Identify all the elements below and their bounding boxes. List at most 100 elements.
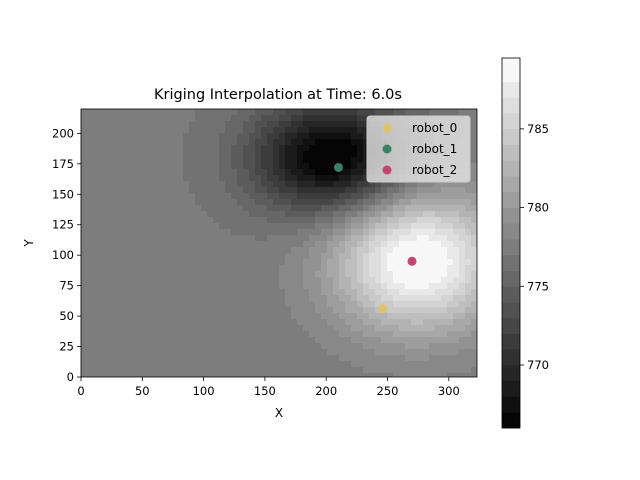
field-cell (261, 145, 268, 152)
field-cell (153, 265, 160, 272)
field-cell (201, 127, 208, 134)
field-cell (153, 205, 160, 212)
field-cell (345, 145, 352, 152)
field-cell (237, 211, 244, 218)
y-tick-label: 200 (52, 126, 74, 140)
colorbar-tick-label: 770 (527, 358, 549, 372)
field-cell (273, 283, 280, 290)
field-cell (159, 139, 166, 146)
field-cell (111, 331, 118, 338)
field-cell (135, 205, 142, 212)
field-cell (213, 235, 220, 242)
field-cell (177, 157, 184, 164)
field-cell (195, 127, 202, 134)
field-cell (177, 319, 184, 326)
field-cell (309, 277, 316, 284)
field-cell (279, 325, 286, 332)
field-cell (291, 133, 298, 140)
y-tick-label: 100 (52, 248, 74, 262)
field-cell (423, 283, 430, 290)
field-cell (183, 145, 190, 152)
field-cell (153, 109, 160, 116)
field-cell (147, 355, 154, 362)
field-cell (255, 175, 262, 182)
field-cell (237, 343, 244, 350)
field-cell (219, 271, 226, 278)
field-cell (219, 349, 226, 356)
field-cell (273, 121, 280, 128)
field-cell (111, 199, 118, 206)
field-cell (345, 193, 352, 200)
field-cell (285, 217, 292, 224)
field-cell (291, 295, 298, 302)
field-cell (267, 247, 274, 254)
field-cell (213, 313, 220, 320)
field-cell (111, 127, 118, 134)
field-cell (201, 301, 208, 308)
field-cell (105, 127, 112, 134)
field-cell (81, 133, 88, 140)
field-cell (87, 193, 94, 200)
field-cell (279, 265, 286, 272)
field-cell (237, 271, 244, 278)
field-cell (423, 193, 430, 200)
field-cell (249, 211, 256, 218)
field-cell (189, 217, 196, 224)
field-cell (291, 127, 298, 134)
field-cell (201, 307, 208, 314)
field-cell (117, 247, 124, 254)
field-cell (351, 253, 358, 260)
field-cell (333, 259, 340, 266)
field-cell (375, 235, 382, 242)
field-cell (345, 181, 352, 188)
field-cell (309, 145, 316, 152)
field-cell (279, 361, 286, 368)
field-cell (117, 337, 124, 344)
field-cell (285, 151, 292, 158)
field-cell (423, 301, 430, 308)
field-cell (147, 259, 154, 266)
field-cell (273, 361, 280, 368)
field-cell (369, 283, 376, 290)
field-cell (177, 121, 184, 128)
field-cell (165, 307, 172, 314)
field-cell (333, 115, 340, 122)
field-cell (201, 253, 208, 260)
field-cell (129, 217, 136, 224)
field-cell (267, 343, 274, 350)
field-cell (327, 211, 334, 218)
field-cell (447, 373, 454, 377)
field-cell (183, 331, 190, 338)
field-cell (159, 289, 166, 296)
field-cell (387, 265, 394, 272)
field-cell (231, 325, 238, 332)
field-cell (459, 193, 466, 200)
field-cell (303, 145, 310, 152)
field-cell (405, 319, 412, 326)
field-cell (171, 145, 178, 152)
field-cell (399, 247, 406, 254)
field-cell (339, 259, 346, 266)
field-cell (81, 121, 88, 128)
field-cell (309, 253, 316, 260)
y-tick-label: 75 (59, 279, 74, 293)
field-cell (423, 205, 430, 212)
field-cell (441, 349, 448, 356)
field-cell (231, 151, 238, 158)
field-cell (117, 259, 124, 266)
field-cell (189, 121, 196, 128)
field-cell (129, 349, 136, 356)
field-cell (375, 277, 382, 284)
field-cell (243, 115, 250, 122)
field-cell (327, 271, 334, 278)
field-cell (279, 205, 286, 212)
field-cell (435, 253, 442, 260)
field-cell (285, 187, 292, 194)
field-cell (261, 271, 268, 278)
field-cell (255, 361, 262, 368)
field-cell (87, 181, 94, 188)
field-cell (153, 307, 160, 314)
colorbar-band (502, 317, 520, 334)
field-cell (261, 289, 268, 296)
field-cell (183, 355, 190, 362)
